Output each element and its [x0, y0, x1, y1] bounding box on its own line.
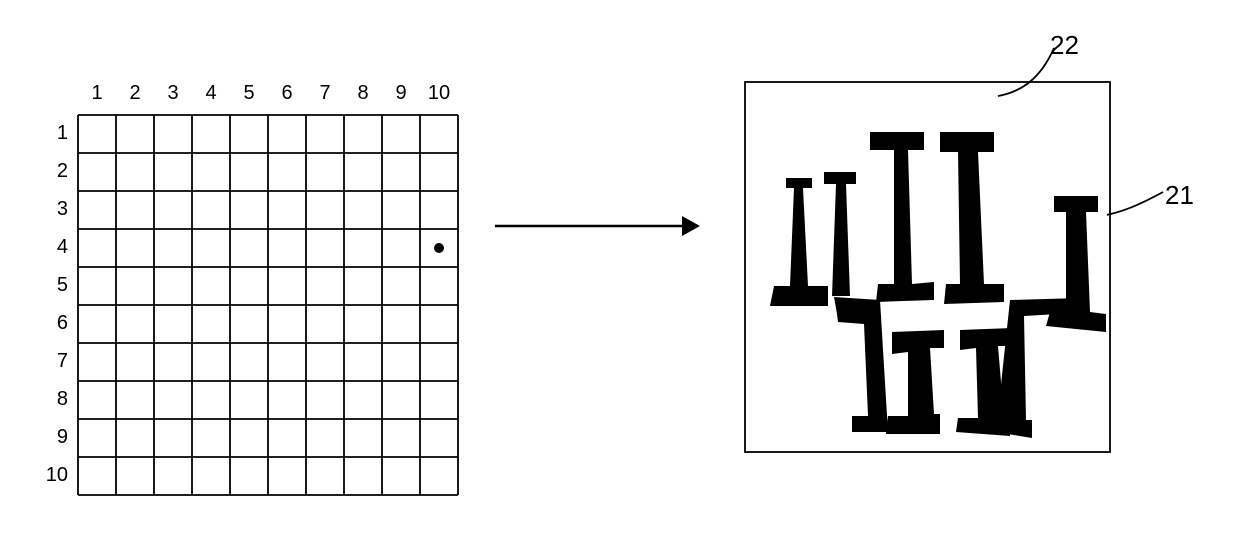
- grid-col-label: 1: [85, 82, 109, 105]
- grid-col-label: 5: [237, 82, 261, 105]
- grid: [78, 115, 458, 495]
- grid-row-label: 9: [40, 426, 68, 449]
- grid-row-label: 10: [40, 464, 68, 487]
- grid-row-label: 1: [40, 122, 68, 145]
- grid-row-label: 7: [40, 350, 68, 373]
- grid-col-label: 8: [351, 82, 375, 105]
- grid-col-label: 2: [123, 82, 147, 105]
- grid-col-label: 4: [199, 82, 223, 105]
- grid-col-label: 3: [161, 82, 185, 105]
- grid-row-label: 8: [40, 388, 68, 411]
- grid-col-label: 10: [427, 82, 451, 105]
- grid-col-label: 6: [275, 82, 299, 105]
- callout-22-label: 22: [1050, 30, 1079, 61]
- arrow: [495, 216, 700, 236]
- result-panel: [745, 82, 1110, 452]
- grid-row-label: 6: [40, 312, 68, 335]
- callout-21-label: 21: [1165, 180, 1194, 211]
- grid-row-label: 5: [40, 274, 68, 297]
- grid-row-label: 2: [40, 160, 68, 183]
- grid-col-label: 7: [313, 82, 337, 105]
- grid-col-label: 9: [389, 82, 413, 105]
- grid-row-label: 3: [40, 198, 68, 221]
- grid-row-label: 4: [40, 236, 68, 259]
